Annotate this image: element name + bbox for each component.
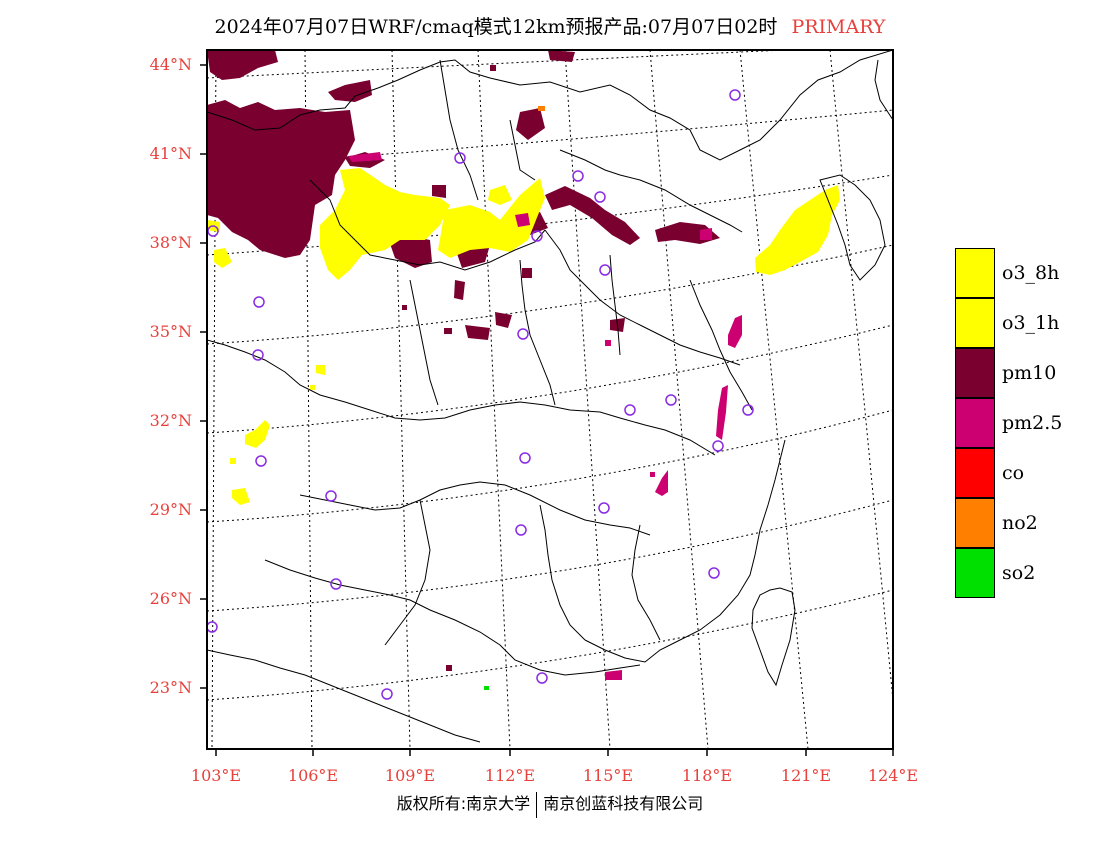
legend-label: pm2.5 bbox=[1002, 412, 1063, 434]
legend-label: no2 bbox=[1002, 512, 1038, 534]
legend-swatch bbox=[955, 498, 995, 548]
station-markers bbox=[207, 89, 754, 700]
lat-label-26n: 26°N bbox=[149, 589, 192, 608]
lon-label-103e: 103°E bbox=[190, 766, 242, 785]
copyright-footer: 版权所有:南京大学 南京创蓝科技有限公司 bbox=[0, 790, 1100, 818]
lon-label-115e: 115°E bbox=[582, 766, 634, 785]
legend-item-o3-1h: o3_1h bbox=[955, 298, 1095, 348]
so2-fields bbox=[484, 686, 489, 690]
lat-label-35n: 35°N bbox=[149, 322, 192, 341]
lat-label-29n: 29°N bbox=[149, 500, 192, 519]
no2-fields bbox=[538, 106, 545, 111]
lat-ticks bbox=[200, 64, 207, 689]
lon-label-118e: 118°E bbox=[681, 766, 733, 785]
copyright-left: 版权所有:南京大学 bbox=[396, 794, 531, 813]
lon-label-124e: 124°E bbox=[867, 766, 919, 785]
legend-item-co: co bbox=[955, 448, 1095, 498]
legend: o3_8h o3_1h pm10 pm2.5 co no2 so2 bbox=[955, 248, 1095, 598]
legend-swatch bbox=[955, 248, 995, 298]
pm10-fields bbox=[207, 50, 720, 671]
lon-ticks bbox=[215, 749, 894, 756]
map-frame bbox=[206, 49, 894, 750]
lat-label-41n: 41°N bbox=[149, 144, 192, 163]
boundaries bbox=[207, 50, 893, 743]
lat-label-23n: 23°N bbox=[149, 678, 192, 697]
lon-label-121e: 121°E bbox=[780, 766, 832, 785]
legend-label: o3_8h bbox=[1002, 262, 1060, 284]
legend-item-no2: no2 bbox=[955, 498, 1095, 548]
title-tag: PRIMARY bbox=[791, 16, 886, 38]
lat-label-44n: 44°N bbox=[149, 55, 192, 74]
legend-label: co bbox=[1002, 462, 1025, 484]
legend-label: so2 bbox=[1002, 562, 1036, 584]
copyright-right: 南京创蓝科技有限公司 bbox=[543, 794, 704, 813]
lat-label-38n: 38°N bbox=[149, 233, 192, 252]
legend-swatch bbox=[955, 398, 995, 448]
map-title: 2024年07月07日WRF/cmaq模式12km预报产品:07月07日02时 P… bbox=[0, 12, 1100, 39]
legend-item-pm10: pm10 bbox=[955, 348, 1095, 398]
o3-fields bbox=[207, 168, 840, 505]
lat-label-32n: 32°N bbox=[149, 411, 192, 430]
legend-item-pm25: pm2.5 bbox=[955, 398, 1095, 448]
legend-swatch bbox=[955, 298, 995, 348]
legend-swatch bbox=[955, 448, 995, 498]
lon-label-106e: 106°E bbox=[287, 766, 339, 785]
legend-swatch bbox=[955, 548, 995, 598]
legend-label: pm10 bbox=[1002, 362, 1057, 384]
lon-label-109e: 109°E bbox=[384, 766, 436, 785]
footer-separator bbox=[536, 791, 538, 818]
lon-label-112e: 112°E bbox=[484, 766, 536, 785]
legend-item-o3-8h: o3_8h bbox=[955, 248, 1095, 298]
legend-swatch bbox=[955, 348, 995, 398]
pm25-fields bbox=[348, 152, 742, 680]
title-main: 2024年07月07日WRF/cmaq模式12km预报产品:07月07日02时 bbox=[214, 16, 778, 38]
legend-label: o3_1h bbox=[1002, 312, 1060, 334]
legend-item-so2: so2 bbox=[955, 548, 1095, 598]
